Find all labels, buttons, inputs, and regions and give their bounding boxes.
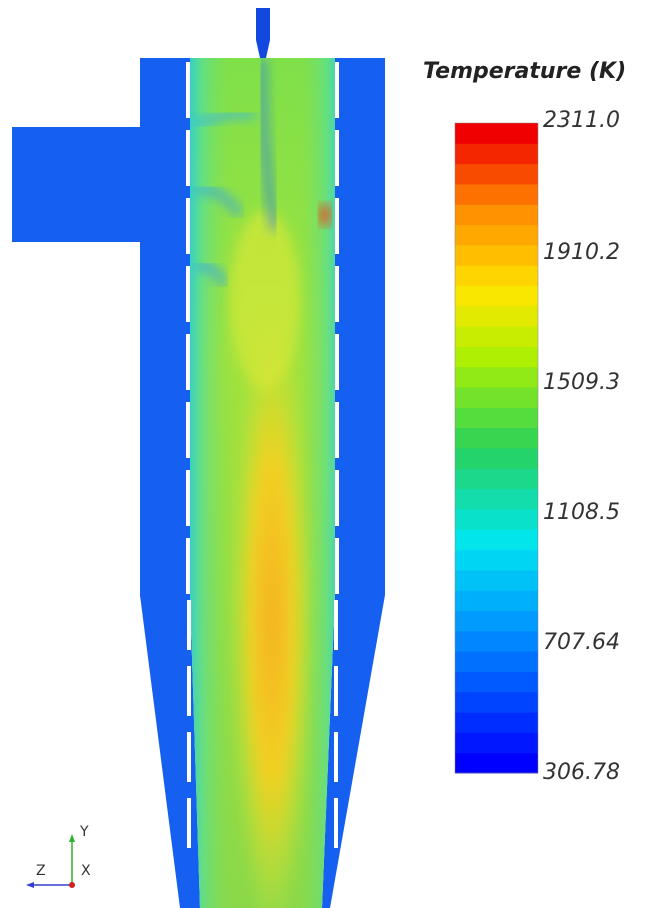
slot	[334, 798, 338, 848]
slot	[186, 334, 190, 390]
colorbar-band	[455, 753, 538, 774]
colorbar-band	[455, 286, 538, 307]
colorbar-label: 1108.5	[543, 500, 620, 525]
colorbar-band	[455, 387, 538, 408]
colorbar-band	[455, 407, 538, 428]
colorbar	[455, 123, 538, 774]
screenshot: Temperature (K) 2311.0 1910.2 1509.3 1108.5…	[0, 0, 667, 908]
colorbar-band	[455, 570, 538, 591]
colorbar-label: 1509.3	[543, 370, 620, 395]
slot	[187, 798, 191, 848]
axis-z-label: Z	[36, 863, 46, 879]
temperature-contour	[185, 50, 345, 908]
colorbar-band	[455, 631, 538, 652]
slot	[186, 130, 190, 186]
colorbar-band	[455, 265, 538, 286]
colorbar-label: 2311.0	[543, 108, 620, 133]
colorbar-label: 306.78	[543, 760, 620, 785]
slot	[186, 62, 190, 118]
axis-x-label: X	[81, 863, 91, 879]
legend-title: Temperature (K)	[423, 59, 626, 84]
colorbar-band	[455, 712, 538, 733]
colorbar-band	[455, 346, 538, 367]
colorbar-band	[455, 428, 538, 449]
slot	[334, 600, 338, 650]
colorbar-band	[455, 306, 538, 327]
colorbar-band	[455, 123, 538, 144]
slot	[187, 600, 191, 650]
axis-y-label: Y	[79, 824, 89, 840]
slot	[335, 266, 339, 322]
slot	[186, 402, 190, 458]
slot	[335, 62, 339, 118]
colorbar-band	[455, 204, 538, 225]
slot	[334, 732, 338, 782]
slot	[186, 470, 190, 526]
colorbar-band	[455, 245, 538, 266]
slot	[186, 198, 190, 254]
slot	[335, 538, 339, 594]
colorbar-band	[455, 448, 538, 469]
colorbar-band	[455, 367, 538, 388]
slot	[335, 334, 339, 390]
axis-triad: Y Z X	[26, 824, 91, 888]
colorbar-band	[455, 164, 538, 185]
colorbar-band	[455, 468, 538, 489]
colorbar-band	[455, 692, 538, 713]
slot	[335, 402, 339, 458]
colorbar-band	[455, 529, 538, 550]
colorbar-band	[455, 590, 538, 611]
colorbar-label: 1910.2	[543, 240, 620, 265]
slot	[187, 666, 191, 716]
slot	[335, 198, 339, 254]
colorbar-band	[455, 326, 538, 347]
colorbar-band	[455, 732, 538, 753]
colorbar-label: 707.64	[543, 630, 620, 655]
colorbar-band	[455, 611, 538, 632]
colorbar-band	[455, 671, 538, 692]
colorbar-band	[455, 651, 538, 672]
slot	[186, 538, 190, 594]
nozzle	[256, 8, 270, 58]
colorbar-labels: 2311.0 1910.2 1509.3 1108.5 707.64 306.78	[543, 108, 620, 785]
slot	[335, 470, 339, 526]
colorbar-band	[455, 225, 538, 246]
slot	[186, 266, 190, 322]
colorbar-band	[455, 489, 538, 510]
slot	[187, 732, 191, 782]
slot	[334, 666, 338, 716]
colorbar-band	[455, 184, 538, 205]
colorbar-band	[455, 550, 538, 571]
colorbar-band	[455, 143, 538, 164]
slot	[335, 130, 339, 186]
colorbar-band	[455, 509, 538, 530]
